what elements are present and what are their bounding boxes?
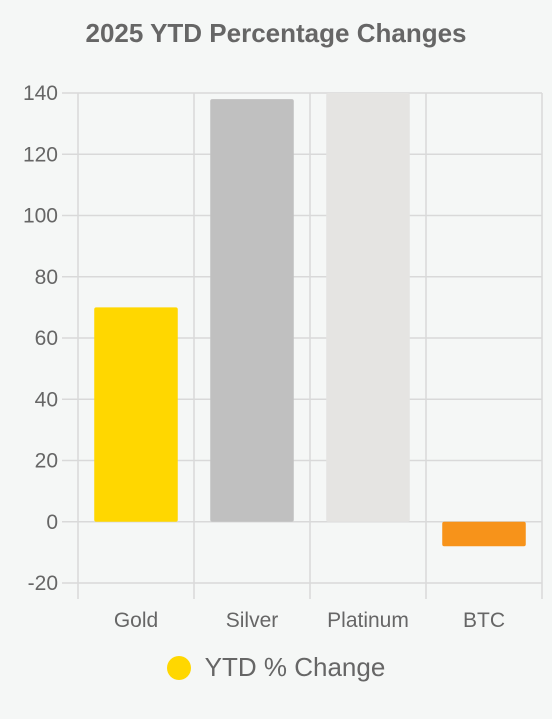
y-tick-label: 60 — [35, 327, 58, 350]
bar-silver — [210, 99, 294, 522]
x-tick-label: Platinum — [327, 609, 409, 632]
bars-layer — [94, 93, 526, 547]
y-tick-label: 0 — [46, 511, 58, 534]
legend-label: YTD % Change — [204, 652, 386, 682]
bar-platinum — [326, 93, 410, 522]
y-tick-label: 120 — [23, 143, 58, 166]
legend[interactable]: YTD % Change — [0, 652, 552, 683]
bar-btc — [442, 521, 526, 547]
y-tick-label: 80 — [35, 266, 58, 289]
chart-title: 2025 YTD Percentage Changes — [85, 18, 467, 48]
bar-gold — [94, 307, 178, 522]
y-tick-label: 40 — [35, 388, 58, 411]
axis-layer: 140 120 100 80 60 40 20 0 -20 Gold Silver Platinum B… — [23, 82, 505, 632]
y-tick-label: -20 — [28, 572, 58, 595]
legend-swatch-icon — [166, 655, 191, 680]
x-tick-label: Silver — [226, 609, 279, 632]
y-tick-label: 140 — [23, 82, 58, 105]
x-tick-label: Gold — [114, 609, 158, 632]
y-tick-label: 20 — [35, 450, 58, 473]
x-tick-label: BTC — [463, 609, 505, 632]
y-tick-label: 100 — [23, 205, 58, 228]
